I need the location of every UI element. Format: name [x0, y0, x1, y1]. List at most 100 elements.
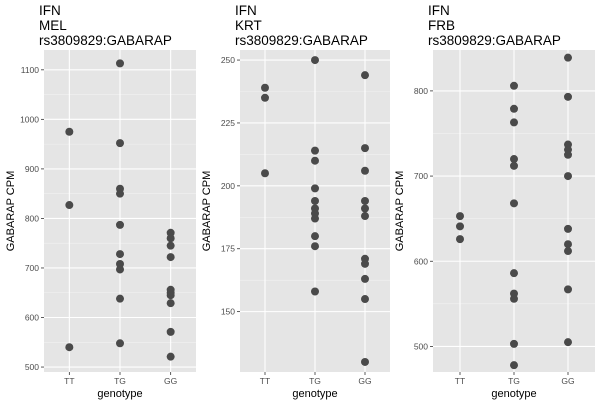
data-point-gg: [166, 327, 175, 336]
data-point-gg: [361, 212, 369, 221]
y-tick-label: 225: [221, 118, 235, 128]
data-point-tt: [65, 127, 74, 136]
data-point-tg: [510, 161, 518, 170]
y-tick-label: 175: [221, 244, 235, 254]
data-point-tg: [116, 294, 124, 303]
y-axis-label: GABARAP CPM: [394, 171, 406, 252]
x-axis-label: genotype: [97, 388, 142, 400]
data-point-gg: [361, 295, 369, 304]
panel-title-line: FRB: [428, 18, 455, 33]
data-point-gg: [564, 172, 572, 181]
y-tick-label: 700: [25, 263, 39, 273]
data-point-tg: [116, 59, 124, 68]
data-point-gg: [166, 299, 175, 308]
data-point-tg: [311, 287, 319, 296]
data-point-tg: [311, 146, 319, 155]
x-tick-label: TG: [508, 376, 520, 386]
data-point-tg: [116, 220, 124, 229]
data-point-tt: [261, 83, 269, 92]
data-point-tt: [456, 212, 464, 221]
x-axis-label: genotype: [292, 388, 337, 400]
data-point-tt: [261, 93, 269, 102]
data-point-tg: [116, 189, 124, 198]
data-point-tt: [456, 235, 464, 244]
data-point-tg: [510, 155, 518, 164]
y-axis-label: GABARAP CPM: [201, 171, 213, 252]
data-point-tg: [311, 56, 319, 65]
x-axis-label: genotype: [491, 388, 536, 400]
x-tick-label: TG: [114, 376, 126, 386]
data-point-tg: [116, 265, 124, 274]
data-point-tg: [510, 118, 518, 127]
data-point-gg: [361, 204, 369, 213]
data-point-gg: [361, 144, 369, 153]
panel-title-line: rs3809829:GABARAP: [39, 33, 172, 48]
y-tick-label: 500: [25, 362, 39, 372]
data-point-gg: [564, 285, 572, 294]
data-point-tt: [456, 222, 464, 231]
data-point-tg: [311, 196, 319, 205]
y-tick-label: 200: [221, 181, 235, 191]
data-point-gg: [361, 166, 369, 175]
panel-title-line: KRT: [235, 18, 262, 33]
data-point-gg: [166, 253, 175, 262]
data-point-tt: [261, 169, 269, 178]
panel-title-line: rs3809829:GABARAP: [428, 33, 561, 48]
data-point-tg: [116, 139, 124, 148]
y-tick-label: 1000: [20, 114, 39, 124]
data-point-tg: [311, 214, 319, 223]
data-point-gg: [166, 352, 175, 361]
data-point-tg: [510, 339, 518, 348]
data-point-tg: [510, 199, 518, 208]
data-point-tg: [510, 361, 518, 370]
data-point-gg: [564, 338, 572, 347]
facet-3: 500 600 700 800 TT TG GG IFNFRBrs3809829:GABARA…: [394, 3, 595, 400]
panel-title-line: MEL: [39, 18, 67, 33]
data-point-gg: [361, 71, 369, 80]
x-tick-label: GG: [164, 376, 177, 386]
y-tick-label: 900: [25, 164, 39, 174]
panel-title-line: IFN: [428, 3, 450, 18]
data-point-gg: [564, 224, 572, 233]
y-tick-label: 800: [25, 213, 39, 223]
data-point-gg: [564, 53, 572, 62]
data-point-tt: [65, 201, 74, 210]
facet-2: 150 175 200 225 250 TT TG GG IFNKRTrs3809829:GAB…: [201, 3, 390, 400]
data-point-tg: [116, 339, 124, 348]
data-point-tg: [116, 250, 124, 259]
y-tick-label: 250: [221, 55, 235, 65]
data-point-gg: [564, 92, 572, 101]
data-point-tg: [311, 242, 319, 251]
x-tick-label: TT: [455, 376, 465, 386]
y-tick-label: 1100: [21, 65, 40, 75]
y-tick-label: 700: [414, 171, 428, 181]
y-tick-label: 600: [414, 256, 428, 266]
panel-title-line: IFN: [39, 3, 61, 18]
x-tick-label: GG: [561, 376, 574, 386]
data-point-gg: [166, 291, 175, 300]
data-point-tt: [65, 343, 74, 352]
y-tick-label: 600: [25, 313, 39, 323]
x-tick-label: TT: [260, 376, 270, 386]
data-point-gg: [361, 196, 369, 205]
y-tick-label: 150: [221, 307, 235, 317]
data-point-gg: [166, 241, 175, 250]
y-tick-label: 500: [414, 341, 428, 351]
x-tick-label: TT: [64, 376, 74, 386]
data-point-gg: [361, 274, 369, 283]
data-point-tg: [510, 269, 518, 278]
y-axis-label: GABARAP CPM: [5, 171, 17, 252]
data-point-tg: [510, 81, 518, 90]
data-point-gg: [564, 150, 572, 159]
x-tick-label: GG: [358, 376, 371, 386]
data-point-tg: [311, 232, 319, 241]
data-point-gg: [564, 240, 572, 249]
panel-title-line: IFN: [235, 3, 257, 18]
data-point-gg: [361, 259, 369, 268]
data-point-gg: [361, 357, 369, 366]
data-point-tg: [510, 294, 518, 303]
data-point-gg: [166, 234, 175, 243]
y-tick-label: 800: [414, 86, 428, 96]
facet-1: 500 600 700 800 900 1000 1100 TT TG GG IFNMELrs380…: [5, 3, 196, 400]
